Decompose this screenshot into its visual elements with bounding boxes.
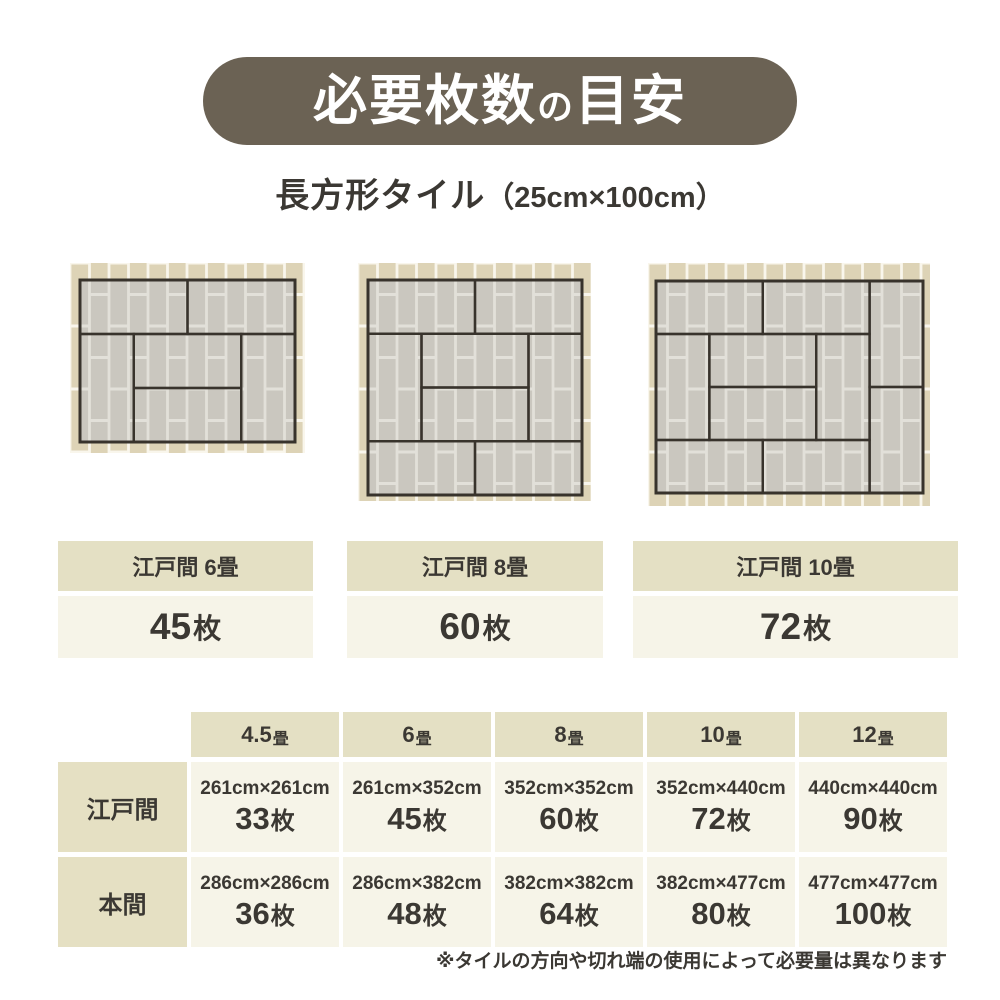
cell-count: 72枚: [691, 800, 751, 836]
cell-count: 33枚: [235, 800, 295, 836]
cell-count-unit: 枚: [270, 807, 295, 835]
cell-count-number: 60: [539, 800, 574, 836]
cell-count: 100枚: [834, 895, 912, 931]
column-header: 4.5 畳: [191, 712, 339, 757]
count-card-label: 江戸間 10畳: [633, 541, 958, 591]
column-header-unit: 畳: [877, 730, 894, 748]
cell-count-unit: 枚: [878, 807, 903, 835]
table-corner-spacer: [58, 712, 187, 757]
table-cell: 382cm×477cm 80枚: [647, 857, 795, 947]
column-header-value: 4.5: [241, 721, 272, 747]
cell-count: 90枚: [843, 800, 903, 836]
room-diagram-edoma-10jo: [648, 263, 930, 511]
column-header-value: 12: [852, 721, 877, 747]
cell-size: 261cm×261cm: [200, 778, 330, 800]
table-cell: 352cm×352cm 60枚: [495, 762, 643, 852]
cell-count-unit: 枚: [887, 902, 912, 930]
table-cell: 261cm×261cm 33枚: [191, 762, 339, 852]
cell-count-unit: 枚: [574, 902, 599, 930]
subtitle-size: （25cm×100cm）: [485, 182, 725, 214]
column-header-unit: 畳: [415, 730, 432, 748]
table-cell: 440cm×440cm 90枚: [799, 762, 947, 852]
cell-count-number: 48: [387, 895, 422, 931]
count-card-value: 60 枚: [347, 596, 603, 658]
column-header-unit: 畳: [567, 730, 584, 748]
cell-count: 60枚: [539, 800, 599, 836]
cell-count-number: 33: [235, 800, 270, 836]
cell-count-unit: 枚: [422, 807, 447, 835]
table-cell: 261cm×352cm 45枚: [343, 762, 491, 852]
cell-size: 477cm×477cm: [808, 873, 938, 895]
table-cell: 286cm×286cm 36枚: [191, 857, 339, 947]
cell-count-number: 36: [235, 895, 270, 931]
room-diagram-edoma-6jo: [70, 263, 305, 458]
count-number: 60: [439, 606, 481, 647]
cell-count-unit: 枚: [422, 902, 447, 930]
table-cell: 382cm×382cm 64枚: [495, 857, 643, 947]
cell-count: 45枚: [387, 800, 447, 836]
column-header-value: 6: [402, 721, 415, 747]
cell-count-unit: 枚: [726, 807, 751, 835]
table-cell: 286cm×382cm 48枚: [343, 857, 491, 947]
cell-count-number: 100: [834, 895, 887, 931]
column-header-value: 8: [554, 721, 567, 747]
column-header-unit: 畳: [272, 730, 289, 748]
cell-count-number: 45: [387, 800, 422, 836]
cell-count-number: 90: [843, 800, 878, 836]
column-header-unit: 畳: [725, 730, 742, 748]
cell-count-number: 80: [691, 895, 726, 931]
cell-size: 286cm×286cm: [200, 873, 330, 895]
count-card: 江戸間 8畳 60 枚: [347, 541, 603, 658]
cell-size: 382cm×477cm: [656, 873, 786, 895]
cell-count: 36枚: [235, 895, 295, 931]
count-unit: 枚: [482, 613, 511, 644]
title-particle: の: [536, 86, 575, 127]
count-card: 江戸間 6畳 45 枚: [58, 541, 313, 658]
cell-size: 352cm×440cm: [656, 778, 786, 800]
count-card-value: 72 枚: [633, 596, 958, 658]
disclaimer-note: ※タイルの方向や切れ端の使用によって必要量は異なります: [436, 951, 947, 972]
title-banner: 必要枚数の目安: [203, 57, 797, 145]
count-card: 江戸間 10畳 72 枚: [633, 541, 958, 658]
cell-count: 48枚: [387, 895, 447, 931]
count-unit: 枚: [193, 613, 222, 644]
cell-count: 80枚: [691, 895, 751, 931]
count-card-label: 江戸間 8畳: [347, 541, 603, 591]
table-cell: 477cm×477cm 100枚: [799, 857, 947, 947]
room-diagram-edoma-8jo: [358, 263, 591, 506]
tile-type-subtitle: 長方形タイル（25cm×100cm）: [0, 168, 1000, 217]
cell-size: 352cm×352cm: [504, 778, 634, 800]
cell-count-unit: 枚: [726, 902, 751, 930]
row-label-honma: 本間: [58, 857, 187, 947]
cell-count-unit: 枚: [270, 902, 295, 930]
cell-size: 261cm×352cm: [352, 778, 482, 800]
count-number: 72: [759, 606, 802, 647]
cell-size: 382cm×382cm: [504, 873, 634, 895]
column-header-value: 10: [700, 721, 725, 747]
cell-count-number: 64: [539, 895, 574, 931]
count-card-value: 45 枚: [58, 596, 313, 658]
subtitle-main: 長方形タイル: [275, 177, 486, 215]
column-header: 12 畳: [799, 712, 947, 757]
cell-size: 440cm×440cm: [808, 778, 938, 800]
page-title: 必要枚数の目安: [313, 74, 687, 128]
title-post: 目安: [575, 71, 687, 131]
row-label-edoma: 江戸間: [58, 762, 187, 852]
column-header: 10 畳: [647, 712, 795, 757]
title-pre: 必要枚数: [312, 71, 537, 131]
count-number: 45: [149, 606, 192, 647]
cell-count-number: 72: [691, 800, 726, 836]
cell-count-unit: 枚: [574, 807, 599, 835]
cell-size: 286cm×382cm: [352, 873, 482, 895]
table-cell: 352cm×440cm 72枚: [647, 762, 795, 852]
count-unit: 枚: [803, 613, 832, 644]
cell-count: 64枚: [539, 895, 599, 931]
count-card-label: 江戸間 6畳: [58, 541, 313, 591]
